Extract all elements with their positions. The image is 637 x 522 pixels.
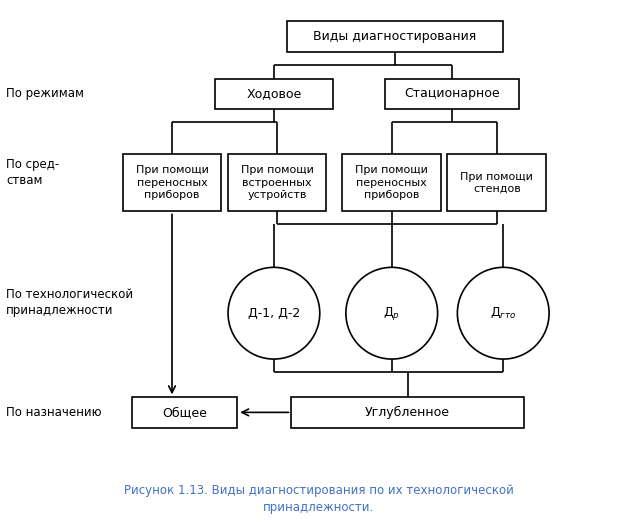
FancyBboxPatch shape: [292, 397, 524, 428]
FancyBboxPatch shape: [287, 21, 503, 52]
FancyBboxPatch shape: [385, 79, 519, 109]
Ellipse shape: [228, 267, 320, 359]
Text: По режимам: По режимам: [6, 88, 84, 100]
Text: Д$_{гто}$: Д$_{гто}$: [490, 306, 517, 321]
FancyBboxPatch shape: [215, 79, 333, 109]
Text: При помощи
стендов: При помощи стендов: [461, 172, 533, 194]
FancyBboxPatch shape: [228, 154, 326, 211]
Ellipse shape: [346, 267, 438, 359]
FancyBboxPatch shape: [447, 154, 547, 211]
Text: При помощи
встроенных
устройств: При помощи встроенных устройств: [241, 165, 313, 200]
Text: По сред-
ствам: По сред- ствам: [6, 158, 60, 187]
Text: При помощи
переносных
приборов: При помощи переносных приборов: [136, 165, 208, 200]
Text: Д$_р$: Д$_р$: [383, 305, 400, 322]
FancyBboxPatch shape: [122, 154, 222, 211]
Ellipse shape: [457, 267, 549, 359]
Text: По назначению: По назначению: [6, 406, 102, 419]
Text: При помощи
переносных
приборов: При помощи переносных приборов: [355, 165, 428, 200]
FancyBboxPatch shape: [132, 397, 237, 428]
Text: Виды диагностирования: Виды диагностирования: [313, 30, 476, 43]
FancyBboxPatch shape: [343, 154, 441, 211]
Text: Общее: Общее: [162, 406, 207, 419]
Text: Рисунок 1.13. Виды диагностирования по их технологической
принадлежности.: Рисунок 1.13. Виды диагностирования по и…: [124, 483, 513, 514]
Text: Стационарное: Стационарное: [404, 88, 500, 100]
Text: Углубленное: Углубленное: [365, 406, 450, 419]
Text: Ходовое: Ходовое: [247, 88, 301, 100]
Text: Д-1, Д-2: Д-1, Д-2: [248, 307, 300, 319]
Text: По технологической
принадлежности: По технологической принадлежности: [6, 288, 134, 317]
